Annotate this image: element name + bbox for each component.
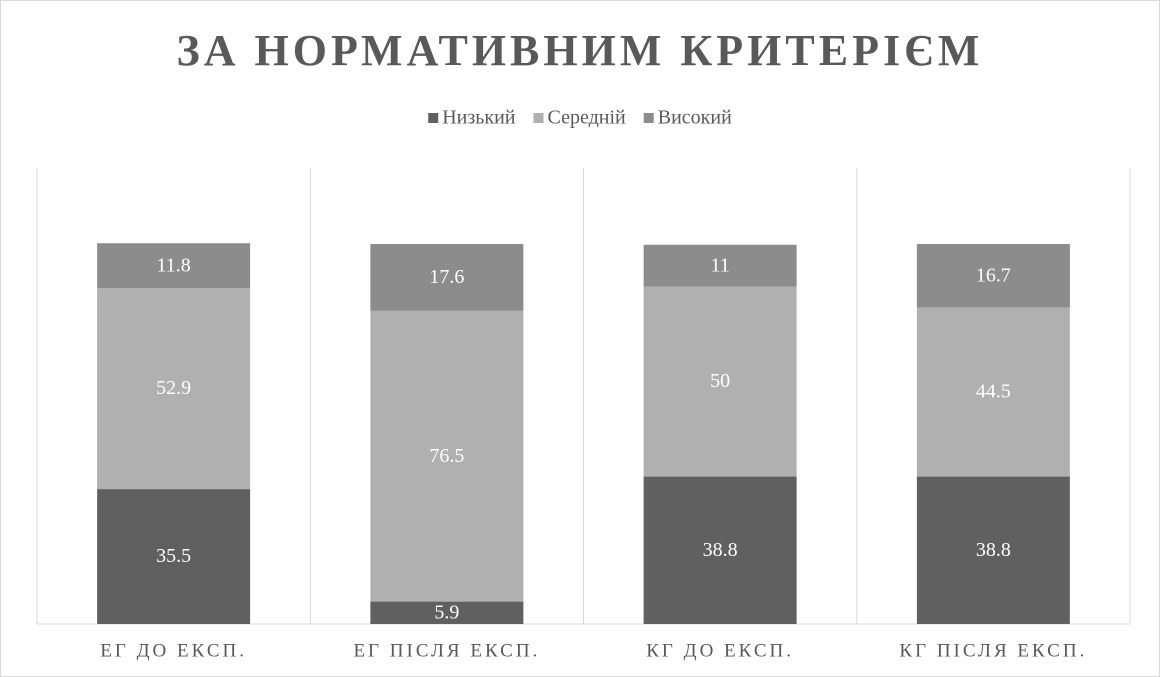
data-label: 11.8 [156, 254, 190, 276]
data-label: 52.9 [156, 377, 191, 399]
x-tick-label: ЕГ ДО ЕКСП. [100, 640, 247, 661]
bar-segment [370, 601, 524, 624]
bar-segment [643, 244, 797, 287]
data-label: 50 [710, 370, 730, 392]
data-label: 16.7 [976, 264, 1011, 286]
bar-segment [916, 307, 1070, 477]
chart-title: ЗА НОРМАТИВНИМ КРИТЕРІЄМ [177, 26, 984, 75]
data-label: 44.5 [976, 381, 1011, 403]
legend-label: Низький [442, 107, 516, 129]
legend-label: Середній [548, 107, 627, 129]
legend-swatch [643, 113, 654, 123]
data-label: 35.5 [156, 545, 191, 567]
bar-segment [643, 476, 797, 624]
data-label: 38.8 [703, 539, 738, 561]
bar-segment [916, 244, 1070, 308]
data-label: 11 [710, 254, 729, 276]
x-tick-label: ЕГ ПІСЛЯ ЕКСП. [353, 640, 540, 661]
bar-segment [97, 489, 251, 624]
data-label: 38.8 [976, 539, 1011, 561]
bar-segment [370, 310, 524, 602]
legend-label: Високий [658, 107, 732, 129]
x-tick-label: КГ ПІСЛЯ ЕКСП. [899, 640, 1087, 661]
x-tick-label: КГ ДО ЕКСП. [646, 640, 794, 661]
bar-segment [643, 286, 797, 477]
bar-segment [916, 476, 1070, 624]
bar-segment [370, 244, 524, 311]
legend-swatch [428, 113, 439, 123]
bar-segment [97, 243, 251, 289]
data-label: 17.6 [429, 266, 464, 288]
data-label: 76.5 [429, 445, 464, 467]
legend-swatch [533, 113, 544, 123]
data-label: 5.9 [434, 601, 459, 623]
bar-segment [97, 288, 251, 490]
